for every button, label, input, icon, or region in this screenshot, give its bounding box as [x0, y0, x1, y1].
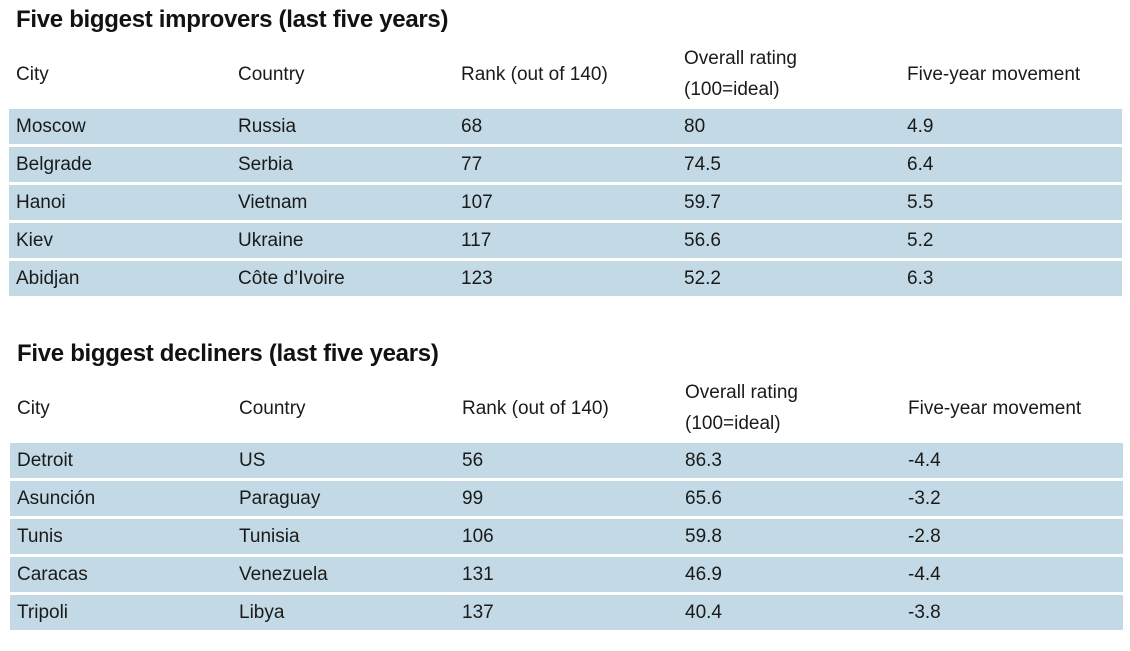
cell-city: Detroit	[17, 450, 73, 471]
cell-movement: 6.3	[907, 268, 934, 289]
table-row: Abidjan Côte d’Ivoire 123 52.2 6.3	[9, 261, 1122, 296]
cell-movement: -3.8	[908, 602, 941, 623]
table-row: Asunción Paraguay 99 65.6 -3.2	[10, 481, 1123, 516]
cell-country: Ukraine	[238, 230, 304, 251]
header-rating-line1: Overall rating	[685, 382, 798, 403]
cell-city: Abidjan	[16, 268, 80, 289]
cell-rating: 59.7	[684, 192, 721, 213]
cell-rank: 117	[461, 230, 492, 251]
cell-city: Tunis	[17, 526, 63, 547]
cell-country: Libya	[239, 602, 285, 623]
table-title: Five biggest improvers (last five years)	[16, 6, 449, 33]
table-row: Detroit US 56 86.3 -4.4	[10, 443, 1123, 478]
header-country: Country	[239, 398, 306, 419]
cell-movement: -2.8	[908, 526, 941, 547]
header-rating-line2: (100=ideal)	[685, 413, 781, 434]
cell-city: Belgrade	[16, 154, 93, 175]
cell-country: Vietnam	[238, 192, 308, 213]
cell-city: Kiev	[16, 230, 53, 251]
header-movement: Five-year movement	[907, 64, 1081, 85]
table-row: Caracas Venezuela 131 46.9 -4.4	[10, 557, 1123, 592]
cell-city: Moscow	[16, 116, 86, 137]
header-rank: Rank (out of 140)	[461, 64, 608, 85]
cell-rank: 137	[462, 602, 494, 623]
cell-rating: 86.3	[685, 450, 722, 471]
cell-rank: 131	[462, 564, 494, 585]
cell-movement: -3.2	[908, 488, 941, 509]
header-movement: Five-year movement	[908, 398, 1082, 419]
cell-movement: 5.2	[907, 230, 934, 251]
cell-rank: 99	[462, 488, 484, 509]
cell-rating: 52.2	[684, 268, 721, 289]
cell-rating: 59.8	[685, 526, 722, 547]
cell-movement: 4.9	[907, 116, 934, 137]
table-row: Kiev Ukraine 117 56.6 5.2	[9, 223, 1122, 258]
cell-country: Russia	[238, 116, 297, 137]
cell-rating: 65.6	[685, 488, 722, 509]
cell-rank: 56	[462, 450, 484, 471]
cell-movement: 5.5	[907, 192, 934, 213]
cell-city: Tripoli	[17, 602, 69, 623]
cell-rating: 40.4	[685, 602, 722, 623]
table-row: Belgrade Serbia 77 74.5 6.4	[9, 147, 1122, 182]
cell-rank: 123	[461, 268, 493, 289]
cell-rating: 74.5	[684, 154, 721, 175]
table-row: Moscow Russia 68 80 4.9	[9, 109, 1122, 144]
cell-movement: -4.4	[908, 450, 941, 471]
cell-rating: 56.6	[684, 230, 721, 251]
cell-country: US	[239, 450, 266, 471]
header-city: City	[17, 398, 50, 419]
header-rank: Rank (out of 140)	[462, 398, 609, 419]
cell-city: Hanoi	[16, 192, 66, 213]
header-rating-line1: Overall rating	[684, 48, 797, 69]
cell-rank: 77	[461, 154, 483, 175]
cell-rating: 46.9	[685, 564, 722, 585]
cell-country: Paraguay	[239, 488, 321, 509]
table-row: Tripoli Libya 137 40.4 -3.8	[10, 595, 1123, 630]
cell-city: Asunción	[17, 488, 96, 509]
cell-city: Caracas	[17, 564, 88, 585]
table-row: Hanoi Vietnam 107 59.7 5.5	[9, 185, 1122, 220]
cell-country: Tunisia	[239, 526, 300, 547]
cell-country: Côte d’Ivoire	[238, 268, 345, 289]
cell-movement: 6.4	[907, 154, 934, 175]
header-city: City	[16, 64, 49, 85]
cell-rank: 68	[461, 116, 483, 137]
table-row: Tunis Tunisia 106 59.8 -2.8	[10, 519, 1123, 554]
table-title: Five biggest decliners (last five years)	[17, 340, 439, 367]
cell-movement: -4.4	[908, 564, 941, 585]
cell-country: Venezuela	[239, 564, 328, 585]
header-rating-line2: (100=ideal)	[684, 79, 780, 100]
cell-rating: 80	[684, 116, 706, 137]
cell-rank: 107	[461, 192, 493, 213]
header-country: Country	[238, 64, 305, 85]
cell-country: Serbia	[238, 154, 293, 175]
cell-rank: 106	[462, 526, 494, 547]
